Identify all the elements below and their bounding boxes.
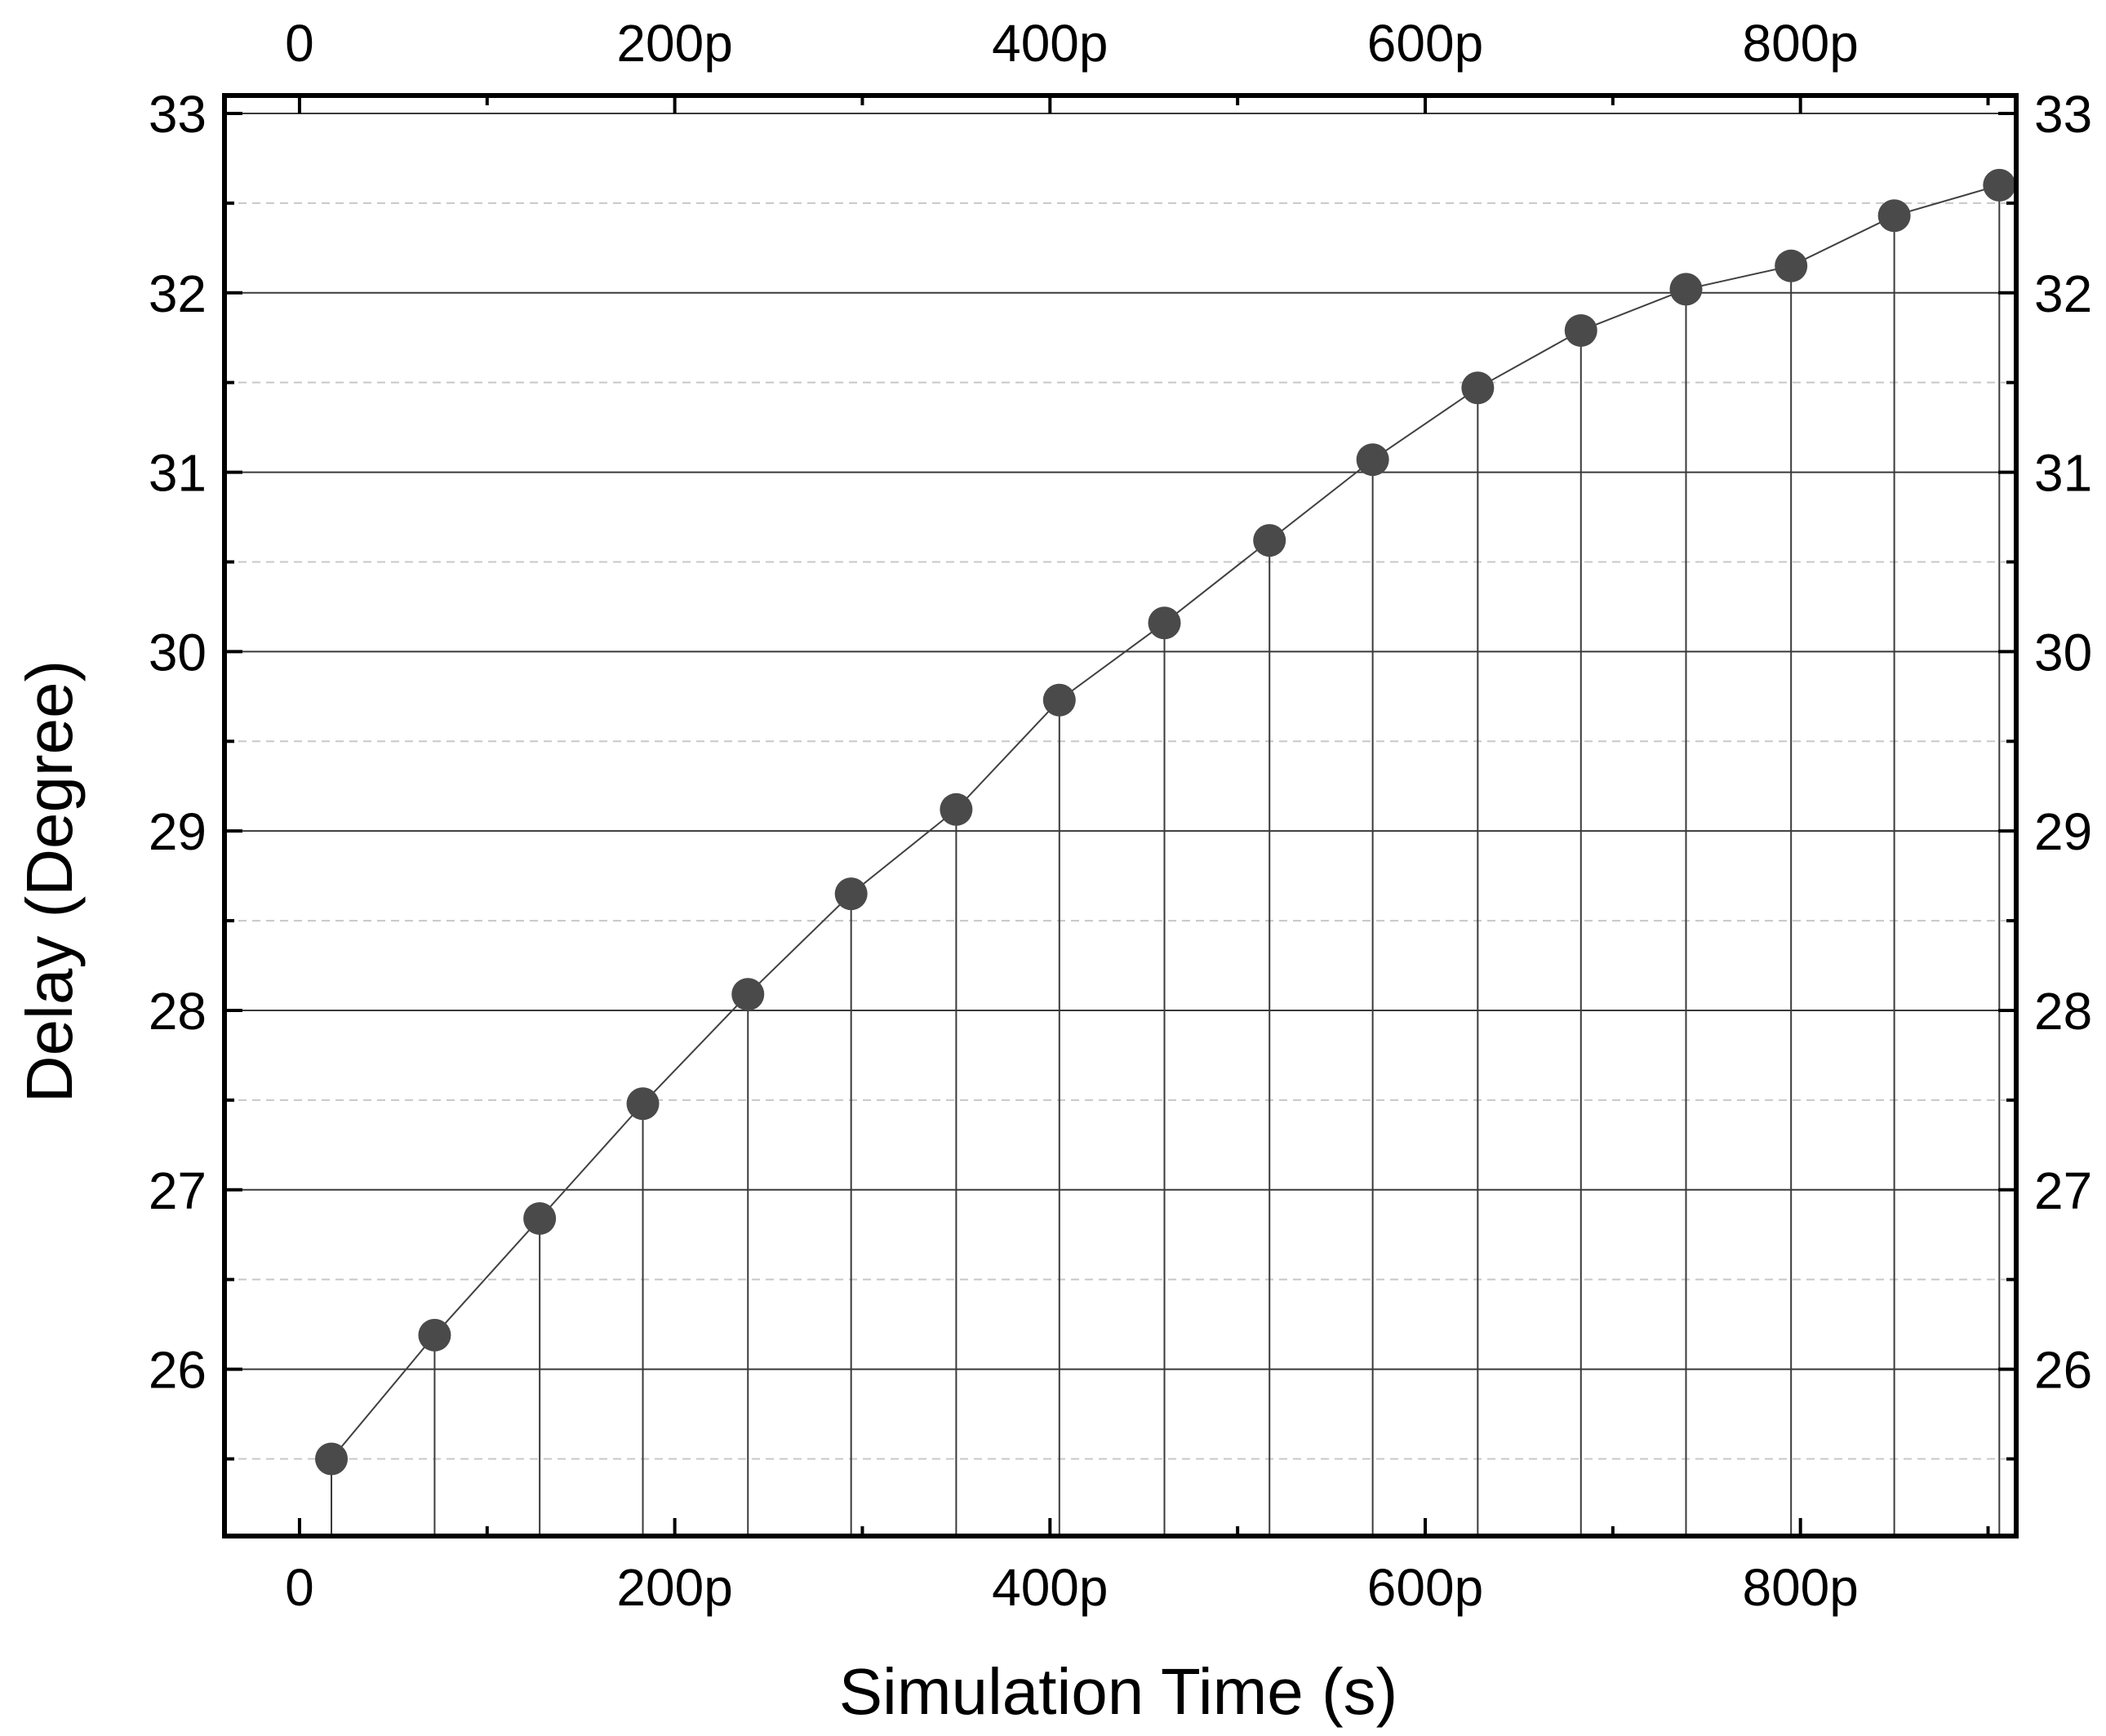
data-series <box>315 168 2016 1476</box>
y-tick-label-right: 30 <box>2034 623 2092 682</box>
y-tick-label-right: 26 <box>2034 1341 2092 1400</box>
data-point <box>1775 249 1808 282</box>
x-tick-label-top: 0 <box>285 14 314 73</box>
y-tick-label: 29 <box>149 802 207 861</box>
x-tick-label: 0 <box>285 1558 314 1617</box>
x-tick-label-top: 600p <box>1367 14 1483 73</box>
plot-frame <box>222 93 2019 1538</box>
grid-lines <box>224 112 2016 1460</box>
data-point <box>1983 168 2016 202</box>
x-tick-label-top: 400p <box>992 14 1108 73</box>
y-tick-label-right: 32 <box>2034 264 2092 323</box>
tick-labels: 0 0 200p 200p 400p 400p 600p 600p 800p 800p 26 26 27… <box>149 14 2092 1617</box>
y-tick-label: 26 <box>149 1341 207 1400</box>
x-tick-label: 400p <box>992 1558 1108 1617</box>
x-tick-label-top: 800p <box>1742 14 1858 73</box>
drop-lines <box>331 184 2001 1536</box>
data-point <box>418 1318 451 1352</box>
data-point <box>1148 606 1181 640</box>
data-point <box>1042 683 1076 717</box>
y-tick-label: 32 <box>149 264 207 323</box>
plot-border <box>222 93 2019 1538</box>
data-point <box>731 978 765 1011</box>
y-tick-label-right: 27 <box>2034 1161 2092 1220</box>
y-tick-label-right: 29 <box>2034 802 2092 861</box>
data-point <box>315 1442 349 1476</box>
y-tick-label: 27 <box>149 1161 207 1220</box>
data-point <box>1253 524 1286 557</box>
y-tick-label-right: 28 <box>2034 982 2092 1041</box>
data-point <box>1461 371 1495 405</box>
y-tick-label-right: 33 <box>2034 85 2092 144</box>
data-point <box>940 793 973 826</box>
data-point <box>1877 199 1911 233</box>
y-tick-label: 30 <box>149 623 207 682</box>
y-tick-label: 28 <box>149 982 207 1041</box>
data-point <box>523 1201 557 1235</box>
axis-ticks <box>224 95 2016 1536</box>
x-axis-title: Simulation Time (s) <box>839 1655 1398 1728</box>
x-tick-label: 800p <box>1742 1558 1858 1617</box>
data-point <box>834 877 868 911</box>
y-tick-label: 33 <box>149 85 207 144</box>
data-point <box>1669 273 1703 306</box>
y-tick-label-right: 31 <box>2034 444 2092 503</box>
series-line <box>331 184 2000 1460</box>
x-tick-label: 200p <box>616 1558 732 1617</box>
data-point <box>626 1087 660 1121</box>
x-tick-label-top: 200p <box>616 14 732 73</box>
x-tick-label: 600p <box>1367 1558 1483 1617</box>
data-point <box>1564 313 1597 347</box>
y-axis-title: Delay (Degree) <box>13 660 86 1103</box>
data-point <box>1356 443 1389 477</box>
y-tick-label: 31 <box>149 444 207 503</box>
